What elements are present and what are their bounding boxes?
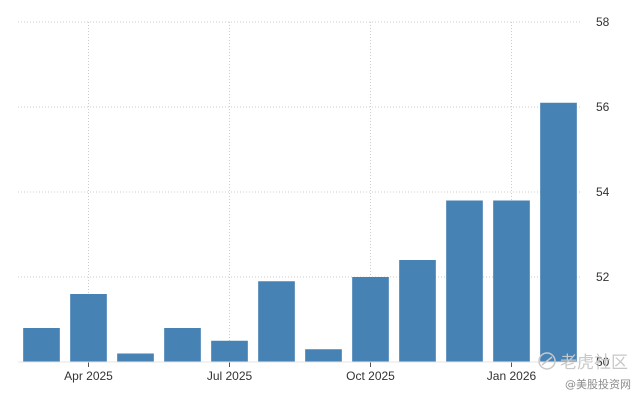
- watermark-subtext: @美股投资网: [565, 377, 631, 391]
- bar: [211, 340, 248, 362]
- bars: [23, 102, 577, 362]
- bar: [493, 200, 530, 362]
- bar: [23, 328, 60, 362]
- y-axis: 50 52 54 56 58: [596, 15, 610, 369]
- y-tick-label: 50: [596, 355, 610, 369]
- bar: [70, 294, 107, 362]
- y-tick-label: 56: [596, 100, 610, 114]
- bar: [446, 200, 483, 362]
- y-tick-label: 58: [596, 15, 610, 29]
- bar: [164, 328, 201, 362]
- bar: [258, 281, 295, 362]
- bar: [117, 353, 154, 362]
- bar: [352, 277, 389, 362]
- watermark-text: 老虎社区: [560, 353, 628, 373]
- y-tick-label: 54: [596, 185, 610, 199]
- y-tick-label: 52: [596, 270, 610, 284]
- bar: [540, 102, 577, 362]
- x-tick-label: Apr 2025: [64, 369, 113, 383]
- x-tick-label: Oct 2025: [346, 369, 395, 383]
- x-tick-label: Jan 2026: [487, 369, 537, 383]
- watermark: 老虎社区 @美股投资网: [538, 352, 631, 391]
- grid-lines: [18, 21, 582, 362]
- bar: [305, 349, 342, 362]
- watermark-logo-icon: [538, 352, 556, 370]
- bar: [399, 260, 436, 362]
- x-tick-label: Jul 2025: [207, 369, 253, 383]
- x-axis: Apr 2025 Jul 2025 Oct 2025 Jan 2026: [18, 361, 582, 383]
